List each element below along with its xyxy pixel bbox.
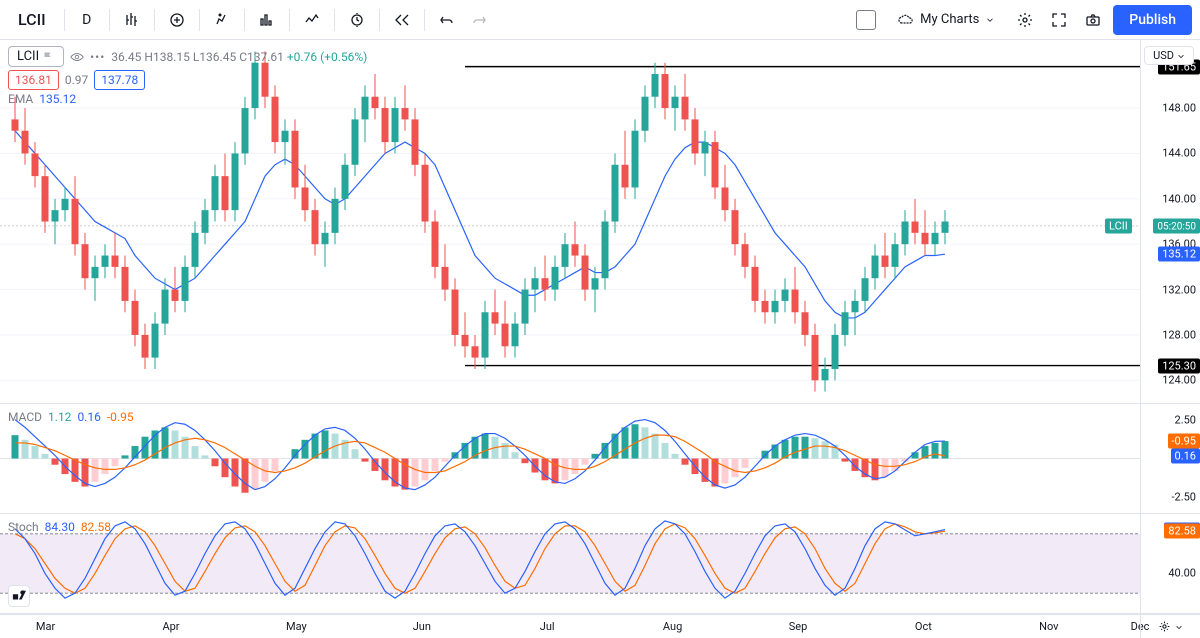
tradingview-logo[interactable] bbox=[8, 585, 30, 607]
macd-pane[interactable]: MACD 1.12 0.16 -0.95 -2.502.501.120.16-0… bbox=[0, 404, 1200, 514]
ask-pill[interactable]: 137.78 bbox=[94, 70, 145, 90]
separator bbox=[244, 9, 245, 31]
chevron-down-icon bbox=[1175, 623, 1183, 631]
mycharts-label: My Charts bbox=[920, 12, 979, 27]
chevron-down-icon bbox=[985, 12, 995, 28]
time-axis-settings[interactable] bbox=[1140, 614, 1200, 638]
publish-button[interactable]: Publish bbox=[1113, 5, 1192, 35]
price-legend: LCII ••• 36.45 H138.15 L136.45 C137.61 +… bbox=[8, 46, 367, 67]
chart-type-button[interactable] bbox=[118, 6, 146, 34]
layout-button[interactable] bbox=[850, 6, 882, 34]
flag-icon bbox=[43, 51, 55, 63]
templates-button[interactable] bbox=[298, 6, 326, 34]
interval-button[interactable]: D bbox=[73, 6, 101, 34]
settings-button[interactable] bbox=[1011, 6, 1039, 34]
bid-pill[interactable]: 136.81 bbox=[8, 70, 59, 90]
separator bbox=[334, 9, 335, 31]
indicators-button[interactable] bbox=[208, 6, 236, 34]
replay-button[interactable] bbox=[388, 6, 416, 34]
time-axis[interactable]: MarAprMayJunJulAugSepOctNovDec bbox=[0, 614, 1140, 638]
price-axis[interactable]: 124.00128.00132.00136.00140.00144.00148.… bbox=[1140, 40, 1200, 403]
price-plot[interactable] bbox=[0, 40, 1140, 403]
macd-legend: MACD 1.12 0.16 -0.95 bbox=[8, 410, 134, 424]
symbol-badge[interactable]: LCII bbox=[8, 46, 64, 67]
cloud-icon bbox=[898, 12, 914, 28]
redo-button[interactable] bbox=[465, 6, 493, 34]
price-pane[interactable]: USD LCII ••• 36.45 H138.15 L136.45 C137.… bbox=[0, 40, 1200, 404]
stoch-legend: Stoch 84.30 82.58 bbox=[8, 520, 111, 534]
symbol-button[interactable]: LCII bbox=[8, 6, 56, 34]
add-button[interactable] bbox=[163, 6, 191, 34]
alert-button[interactable] bbox=[343, 6, 371, 34]
undo-button[interactable] bbox=[433, 6, 461, 34]
layout-icon bbox=[856, 10, 876, 30]
fullscreen-button[interactable] bbox=[1045, 6, 1073, 34]
gear-icon bbox=[1017, 12, 1033, 28]
macd-axis[interactable]: -2.502.501.120.16-0.95 bbox=[1140, 404, 1200, 513]
ohlc-text: 36.45 H138.15 L136.45 C137.61 +0.76 (+0.… bbox=[111, 50, 367, 64]
stoch-plot[interactable] bbox=[0, 514, 1140, 613]
top-toolbar: LCII D My Charts Publish bbox=[0, 0, 1200, 40]
separator bbox=[379, 9, 380, 31]
separator bbox=[64, 9, 65, 31]
separator bbox=[199, 9, 200, 31]
bid-ask-row: 136.81 0.97 137.78 bbox=[8, 70, 145, 90]
separator bbox=[109, 9, 110, 31]
ema-legend: EMA 135.12 bbox=[8, 92, 76, 106]
fullscreen-icon bbox=[1051, 12, 1067, 28]
separator bbox=[289, 9, 290, 31]
camera-icon bbox=[1085, 12, 1101, 28]
separator bbox=[424, 9, 425, 31]
more-icon[interactable]: ••• bbox=[90, 50, 105, 64]
separator bbox=[154, 9, 155, 31]
stoch-axis[interactable]: 40.0084.3082.58 bbox=[1140, 514, 1200, 613]
eye-icon[interactable] bbox=[70, 50, 84, 64]
stoch-pane[interactable]: Stoch 84.30 82.58 40.0084.3082.58 bbox=[0, 514, 1200, 614]
gear-icon bbox=[1158, 620, 1171, 633]
snapshot-button[interactable] bbox=[1079, 6, 1107, 34]
macd-plot[interactable] bbox=[0, 404, 1140, 513]
currency-selector[interactable]: USD bbox=[1144, 46, 1194, 65]
spread: 0.97 bbox=[65, 73, 88, 87]
mycharts-button[interactable]: My Charts bbox=[888, 6, 1005, 34]
financials-button[interactable] bbox=[253, 6, 281, 34]
